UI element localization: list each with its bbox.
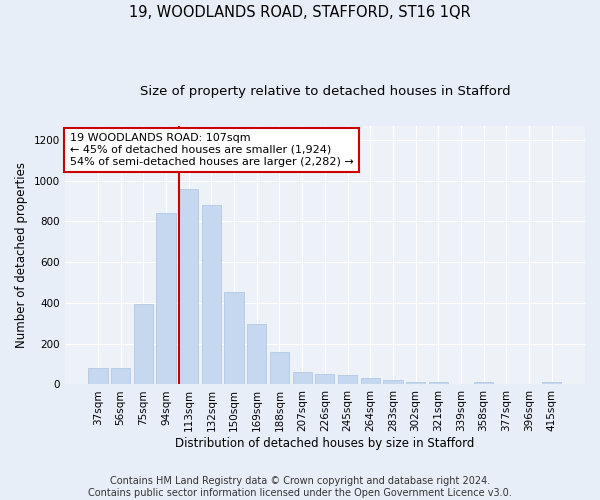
Title: Size of property relative to detached houses in Stafford: Size of property relative to detached ho… xyxy=(140,85,510,98)
Bar xyxy=(247,324,266,384)
Bar xyxy=(157,213,176,384)
Bar xyxy=(134,304,153,384)
Bar xyxy=(338,376,357,384)
Bar xyxy=(474,382,493,384)
Bar xyxy=(111,368,130,384)
Bar xyxy=(361,378,380,384)
X-axis label: Distribution of detached houses by size in Stafford: Distribution of detached houses by size … xyxy=(175,437,475,450)
Bar xyxy=(224,292,244,384)
Text: 19 WOODLANDS ROAD: 107sqm
← 45% of detached houses are smaller (1,924)
54% of se: 19 WOODLANDS ROAD: 107sqm ← 45% of detac… xyxy=(70,134,353,166)
Bar xyxy=(542,382,562,384)
Bar xyxy=(179,189,199,384)
Bar xyxy=(270,352,289,384)
Bar xyxy=(88,368,107,384)
Y-axis label: Number of detached properties: Number of detached properties xyxy=(15,162,28,348)
Text: Contains HM Land Registry data © Crown copyright and database right 2024.
Contai: Contains HM Land Registry data © Crown c… xyxy=(88,476,512,498)
Bar xyxy=(406,382,425,384)
Bar xyxy=(202,205,221,384)
Bar xyxy=(428,382,448,384)
Text: 19, WOODLANDS ROAD, STAFFORD, ST16 1QR: 19, WOODLANDS ROAD, STAFFORD, ST16 1QR xyxy=(129,5,471,20)
Bar xyxy=(383,380,403,384)
Bar xyxy=(315,374,334,384)
Bar xyxy=(293,372,312,384)
